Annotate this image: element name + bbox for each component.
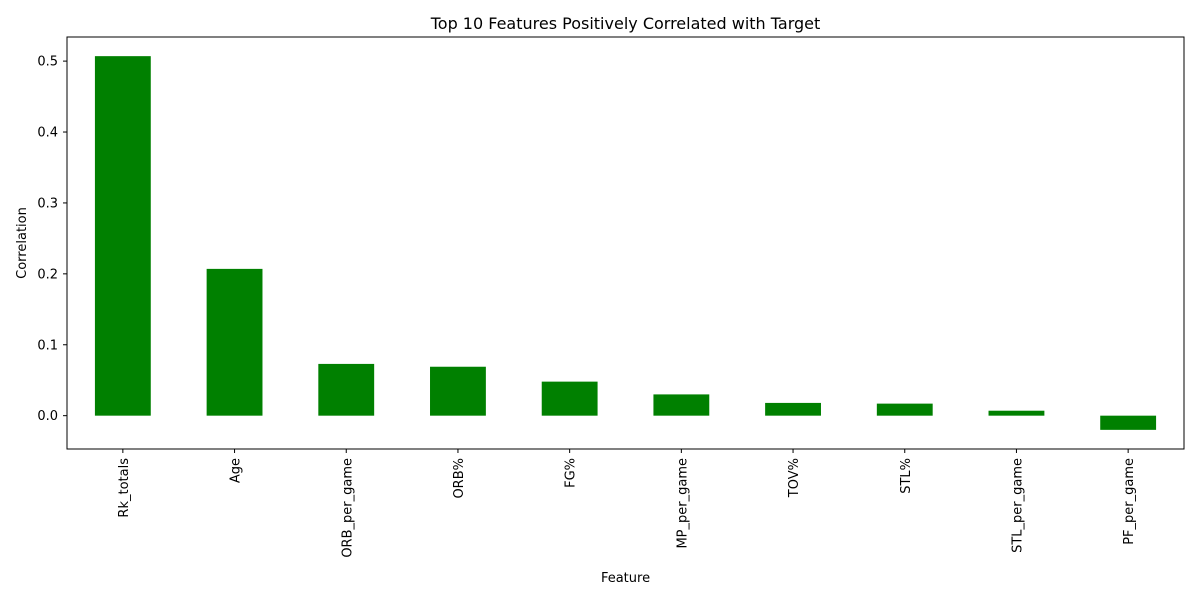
y-tick-label: 0.3 [37, 196, 58, 211]
bar-1 [206, 268, 263, 416]
bar-2 [318, 363, 375, 416]
x-tick-label: PF_per_game [1122, 458, 1137, 545]
x-tick-label: TOV% [787, 458, 802, 498]
y-axis-label: Correlation [15, 207, 30, 279]
bar-8 [988, 410, 1045, 416]
bar-3 [430, 366, 486, 416]
x-axis-label: Feature [601, 571, 650, 586]
x-tick-label: ORB% [452, 458, 467, 499]
bar-4 [541, 381, 598, 416]
y-tick-label: 0.1 [37, 338, 58, 353]
bar-7 [876, 403, 933, 416]
x-tick-label: Rk_totals [117, 458, 132, 518]
y-axis-ticks: 0.0 0.1 0.2 0.3 0.4 0.5 [37, 55, 67, 424]
y-tick-label: 0.0 [37, 409, 58, 424]
bar-0 [94, 56, 151, 416]
x-tick-label: MP_per_game [675, 458, 690, 549]
plot-frame [66, 36, 1185, 450]
y-tick-label: 0.5 [37, 55, 58, 70]
x-tick-label: STL% [899, 458, 914, 494]
y-tick-label: 0.2 [37, 267, 58, 282]
x-axis-ticks: Rk_totals Age ORB_per_game ORB% FG% MP_per_ga… [117, 449, 1137, 558]
x-tick-label: ORB_per_game [340, 458, 355, 558]
chart-title: Top 10 Features Positively Correlated wi… [430, 14, 821, 33]
bar-5 [653, 394, 710, 416]
bar-6 [765, 402, 821, 416]
x-tick-label: FG% [564, 458, 579, 488]
bar-9 [1100, 415, 1157, 430]
x-tick-label: Age [229, 458, 244, 483]
y-tick-label: 0.4 [37, 126, 58, 141]
x-tick-label: STL_per_game [1010, 458, 1025, 553]
bars-layer [94, 56, 1157, 430]
